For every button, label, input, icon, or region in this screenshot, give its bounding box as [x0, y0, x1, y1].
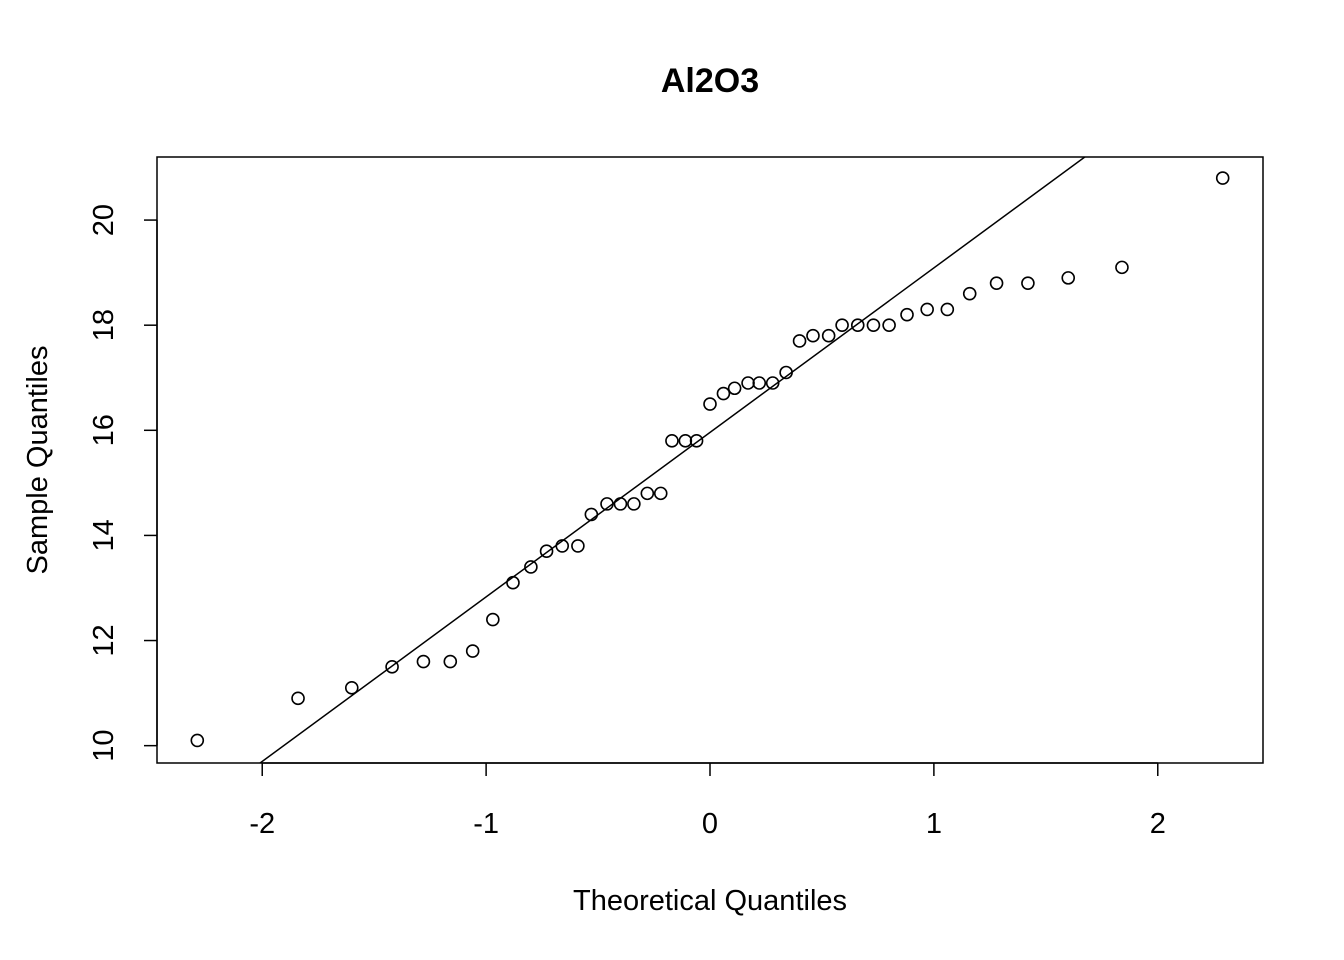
x-tick-label: 1 — [926, 808, 942, 840]
data-points — [190, 171, 1230, 748]
data-point — [506, 575, 520, 590]
data-point — [689, 434, 704, 448]
data-point — [678, 434, 693, 448]
data-point — [291, 691, 305, 706]
data-point — [727, 381, 742, 396]
data-point — [584, 507, 599, 522]
data-point — [989, 276, 1004, 290]
data-point — [1021, 276, 1035, 290]
y-axis-label: Sample Quantiles — [22, 346, 54, 575]
data-point — [653, 486, 668, 501]
data-point — [539, 544, 554, 558]
x-tick-label: -2 — [249, 808, 275, 840]
data-point — [850, 318, 865, 332]
data-point — [900, 307, 914, 322]
data-point — [640, 486, 655, 501]
data-point — [806, 328, 820, 343]
data-point — [765, 376, 780, 390]
plot-frame — [156, 156, 1264, 764]
data-point — [524, 560, 538, 574]
y-tick-label: 18 — [88, 309, 120, 341]
data-point — [627, 497, 641, 511]
data-point — [741, 376, 755, 390]
data-point — [752, 376, 767, 390]
data-point — [866, 318, 881, 332]
data-point — [779, 365, 793, 380]
x-tick-label: 0 — [702, 808, 718, 840]
x-tick-label: -1 — [473, 808, 499, 840]
data-point — [792, 334, 807, 348]
data-point — [665, 434, 679, 448]
data-point — [416, 654, 431, 669]
chart-title: Al2O3 — [661, 62, 759, 100]
data-point — [703, 397, 717, 411]
data-point — [1061, 271, 1076, 285]
x-tick-label: 2 — [1150, 808, 1166, 840]
data-point — [920, 302, 934, 317]
data-point — [465, 644, 480, 658]
x-axis: -2 -1 0 1 2 — [249, 762, 1166, 840]
data-point — [821, 328, 836, 343]
data-point — [962, 286, 977, 301]
data-point — [613, 497, 628, 511]
data-point — [716, 386, 731, 401]
y-axis: 10 12 14 16 18 20 — [88, 204, 158, 762]
data-point — [600, 497, 614, 511]
data-point — [385, 660, 399, 674]
data-point — [940, 302, 955, 317]
y-tick-label: 10 — [88, 730, 120, 762]
data-point — [344, 681, 359, 695]
data-point — [1115, 260, 1129, 275]
data-point — [486, 612, 500, 627]
y-tick-label: 12 — [88, 624, 120, 656]
data-point — [190, 733, 205, 748]
y-tick-label: 14 — [88, 519, 120, 551]
x-axis-label: Theoretical Quantiles — [573, 885, 847, 917]
y-tick-label: 20 — [88, 204, 120, 236]
data-point — [1215, 171, 1230, 185]
data-point — [835, 318, 849, 332]
data-point — [882, 318, 896, 332]
data-point — [555, 539, 570, 553]
data-point — [571, 539, 585, 553]
data-point — [443, 654, 458, 669]
y-tick-label: 16 — [88, 414, 120, 446]
reference-line — [258, 157, 1087, 763]
